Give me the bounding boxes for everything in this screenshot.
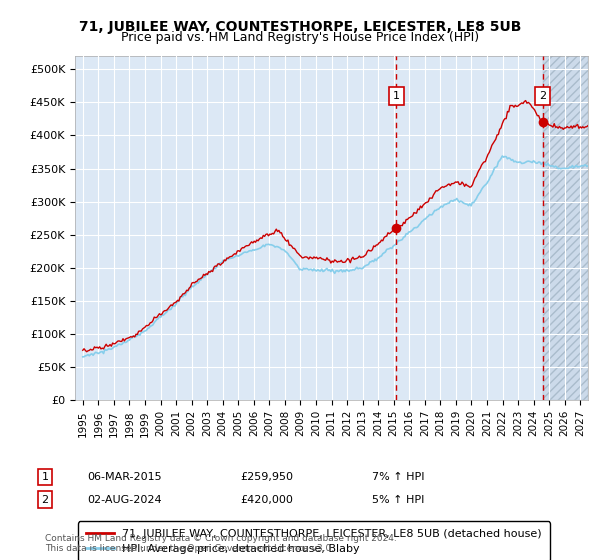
Text: £420,000: £420,000: [240, 494, 293, 505]
Bar: [542, 56, 588, 400]
Text: 71, JUBILEE WAY, COUNTESTHORPE, LEICESTER, LE8 5UB: 71, JUBILEE WAY, COUNTESTHORPE, LEICESTE…: [79, 20, 521, 34]
Text: 06-MAR-2015: 06-MAR-2015: [87, 472, 161, 482]
Text: Price paid vs. HM Land Registry's House Price Index (HPI): Price paid vs. HM Land Registry's House …: [121, 31, 479, 44]
Text: 7% ↑ HPI: 7% ↑ HPI: [372, 472, 425, 482]
Text: 1: 1: [41, 472, 49, 482]
Text: 2: 2: [41, 494, 49, 505]
Text: Contains HM Land Registry data © Crown copyright and database right 2024.
This d: Contains HM Land Registry data © Crown c…: [45, 534, 397, 553]
Text: 2: 2: [539, 91, 546, 101]
Text: £259,950: £259,950: [240, 472, 293, 482]
Bar: [542, 56, 588, 400]
Text: 02-AUG-2024: 02-AUG-2024: [87, 494, 161, 505]
Legend: 71, JUBILEE WAY, COUNTESTHORPE, LEICESTER, LE8 5UB (detached house), HPI: Averag: 71, JUBILEE WAY, COUNTESTHORPE, LEICESTE…: [78, 521, 550, 560]
Text: 5% ↑ HPI: 5% ↑ HPI: [372, 494, 424, 505]
Text: 1: 1: [393, 91, 400, 101]
